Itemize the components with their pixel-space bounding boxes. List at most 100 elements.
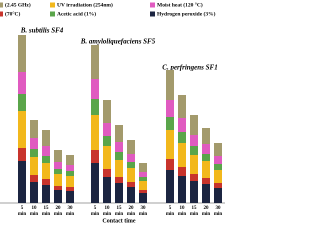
bar-segment — [127, 140, 135, 154]
bar-segment — [202, 178, 210, 184]
bar-segment — [30, 149, 38, 157]
x-axis-label: Contact time — [102, 218, 135, 224]
bar-segment — [103, 123, 111, 136]
x-tick-unit: min — [139, 212, 148, 217]
x-tick-label: 30 — [216, 206, 222, 211]
legend-swatch — [150, 2, 155, 8]
bar-segment — [66, 171, 74, 176]
legend-swatch — [50, 2, 55, 8]
bar-segment — [115, 160, 123, 177]
bar-segment — [54, 186, 62, 190]
bar-segment — [178, 176, 186, 203]
bar-segment — [127, 168, 135, 182]
bar-segment — [139, 163, 147, 172]
bar-segment — [214, 156, 222, 164]
bar-segment — [66, 191, 74, 203]
bar-segment — [214, 164, 222, 170]
bar-segment — [115, 142, 123, 152]
bar-segment — [18, 111, 26, 148]
bar-segment — [202, 128, 210, 144]
bar-segment — [54, 190, 62, 203]
bar-segment — [202, 144, 210, 154]
bar-segment — [178, 132, 186, 143]
panel-title: B. subtilis SF4 — [20, 27, 64, 35]
bar-segment — [214, 188, 222, 203]
x-tick-label: 30 — [141, 206, 147, 211]
bar-segment — [30, 175, 38, 182]
bar-segment — [18, 161, 26, 203]
bar-segment — [30, 182, 38, 203]
x-tick-unit: min — [91, 212, 100, 217]
bar-segment — [91, 45, 99, 79]
bar-segment — [18, 72, 26, 94]
x-tick-unit: min — [42, 212, 51, 217]
bar-segment — [66, 155, 74, 165]
bar-segment — [42, 130, 50, 146]
bar-segment — [115, 183, 123, 203]
x-tick-unit: min — [54, 212, 63, 217]
bar-segment — [54, 174, 62, 186]
bar-segment — [18, 35, 26, 72]
bar-segment — [166, 100, 174, 117]
bar-segment — [42, 146, 50, 156]
bar-segment — [115, 152, 123, 160]
x-tick-label: 15 — [44, 206, 50, 211]
x-tick-unit: min — [103, 212, 112, 217]
chart: (2.45 GHz) UV irradiation (254nm) Moist he… — [0, 1, 225, 224]
bar-segment — [178, 167, 186, 176]
legend-swatch — [50, 11, 55, 17]
bar-segment — [115, 125, 123, 142]
bar-segment — [127, 187, 135, 203]
x-tick-label: 15 — [117, 206, 123, 211]
bar-segment — [66, 187, 74, 191]
bar-segment — [30, 157, 38, 175]
bar-segment — [190, 174, 198, 181]
bar-segment — [190, 115, 198, 135]
bar-segment — [202, 184, 210, 203]
bar-segment — [18, 94, 26, 111]
bar-segment — [202, 161, 210, 178]
bar-segment — [66, 165, 74, 171]
x-tick-label: 10 — [105, 206, 111, 211]
bar-segment — [178, 118, 186, 132]
legend-label: (2.45 GHz) — [5, 1, 31, 8]
legend-label: Hydrogen peroxide (3%) — [157, 10, 216, 17]
bar-segment — [139, 181, 147, 190]
bar-segment — [54, 150, 62, 162]
bar-segment — [103, 100, 111, 123]
bar-segment — [166, 130, 174, 159]
bar-segment — [190, 146, 198, 155]
x-tick-unit: min — [178, 212, 187, 217]
bar-segment — [91, 163, 99, 203]
x-tick-label: 20 — [204, 206, 210, 211]
x-tick-label: 10 — [180, 206, 186, 211]
bar-segment — [139, 177, 147, 181]
bar-segment — [42, 163, 50, 179]
bar-segment — [54, 169, 62, 174]
legend-swatch — [0, 11, 3, 17]
bar-segment — [139, 190, 147, 193]
bar-segment — [166, 70, 174, 100]
x-tick-label: 20 — [129, 206, 135, 211]
x-tick-unit: min — [214, 212, 223, 217]
bar-segment — [30, 120, 38, 138]
x-tick-label: 30 — [68, 206, 74, 211]
bar-segment — [42, 185, 50, 203]
bar-segment — [115, 177, 123, 183]
x-tick-label: 5 — [94, 206, 97, 211]
legend-label: UV irradiation (254nm) — [57, 1, 113, 8]
x-tick-unit: min — [115, 212, 124, 217]
x-tick-unit: min — [30, 212, 39, 217]
bar-segment — [30, 138, 38, 149]
bar-segment — [91, 150, 99, 163]
bar-segment — [166, 159, 174, 170]
bar-segment — [190, 155, 198, 174]
bar-segment — [190, 181, 198, 203]
x-tick-unit: min — [66, 212, 75, 217]
bar-segment — [214, 143, 222, 156]
bar-segment — [66, 176, 74, 187]
x-tick-label: 20 — [56, 206, 62, 211]
bar-segment — [42, 156, 50, 163]
bar-segment — [91, 99, 99, 115]
bar-segment — [202, 154, 210, 161]
